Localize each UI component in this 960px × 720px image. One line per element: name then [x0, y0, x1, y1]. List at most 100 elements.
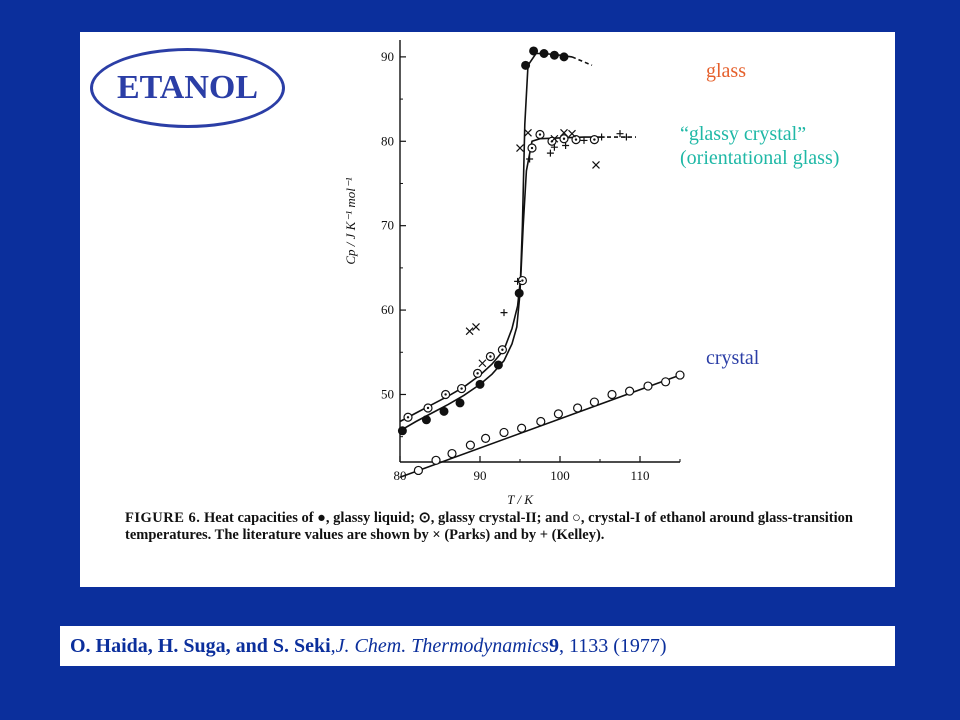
series-4-point — [526, 155, 534, 163]
point-dot — [562, 137, 566, 140]
series-1-point — [441, 389, 451, 400]
caption-text: Heat capacities of ●, glassy liquid; ⊙, … — [125, 510, 853, 543]
series-0-curve — [399, 52, 573, 432]
series-2-point — [573, 403, 583, 413]
series-2-point — [447, 448, 457, 459]
series-1-point — [559, 134, 569, 144]
x-axis-label: T / K — [507, 492, 534, 507]
series-2-point — [517, 423, 527, 433]
series-1-point — [485, 351, 495, 362]
x-tick-label: 80 — [394, 468, 407, 483]
series-3-point — [478, 359, 487, 368]
series-1-point — [403, 412, 413, 422]
series-0-point — [521, 60, 531, 70]
series-2-point — [499, 427, 509, 438]
y-axis-label: Cp / J K⁻¹ mol⁻¹ — [343, 177, 358, 264]
series-4-point — [598, 133, 606, 141]
series-1-point — [589, 134, 600, 145]
point-dot — [476, 372, 479, 375]
series-1-point — [423, 403, 433, 413]
citation-bar: O. Haida, H. Suga, and S. Seki, J. Chem.… — [60, 626, 895, 666]
series-1-point — [535, 129, 545, 140]
point-dot — [501, 348, 504, 351]
point-dot — [444, 393, 447, 396]
series-3-point — [516, 144, 524, 152]
citation-journal: J. Chem. Thermodynamics — [335, 634, 549, 657]
ethanol-label: ETANOL — [116, 69, 259, 106]
series-4-point — [514, 277, 522, 285]
series-4-point — [616, 130, 624, 138]
series-0-point — [514, 288, 524, 298]
series-1-point — [571, 134, 581, 145]
series-3-point — [465, 327, 474, 336]
series-2-point — [553, 409, 563, 419]
point-dot — [489, 355, 492, 358]
series-4-point — [580, 136, 588, 144]
series-1-point — [527, 143, 537, 153]
citation-sep: , — [330, 634, 336, 657]
series-0-point — [493, 360, 503, 370]
series-3-point — [592, 160, 600, 169]
series-1-point — [517, 275, 527, 286]
series-2-point — [607, 389, 617, 400]
x-tick-label: 90 — [474, 468, 487, 483]
series-0-point — [539, 49, 549, 59]
caption-lead: FIGURE 6. — [125, 510, 201, 526]
point-dot — [460, 387, 463, 390]
series-0-extension — [571, 56, 593, 67]
series-2-point — [481, 433, 491, 443]
ethanol-ellipse-label: ETANOL — [90, 48, 285, 128]
series-4-point — [546, 149, 554, 157]
crystal-annotation: crystal — [706, 347, 760, 369]
series-3-point — [524, 128, 532, 137]
point-dot — [574, 138, 578, 141]
series-0-point — [529, 46, 539, 56]
glassy-crystal-line2: (orientational glass) — [680, 147, 840, 169]
series-1-point — [457, 383, 467, 394]
point-dot — [593, 138, 596, 141]
series-4-point — [550, 143, 558, 151]
point-dot — [426, 406, 430, 410]
series-1-curve — [399, 136, 600, 423]
heat-capacity-chart: 50 60 70 80 90 80 90 100 110 T / K Cp / J K⁻¹ mol⁻… — [343, 40, 685, 507]
series-2-point — [660, 377, 671, 387]
series-3-point — [568, 129, 576, 138]
series-4-point — [562, 142, 570, 149]
series-0-point — [421, 415, 431, 425]
series-2-point — [431, 455, 441, 465]
series-2-point — [589, 397, 600, 407]
series-0-point — [397, 426, 407, 436]
citation-pages: , 1133 (1977) — [558, 634, 667, 657]
x-tick-label: 100 — [550, 468, 570, 483]
series-3-point — [560, 128, 568, 137]
glass-annotation: glass — [706, 60, 746, 82]
glassy-crystal-line1: “glassy crystal” — [680, 123, 807, 145]
series-0-point — [439, 406, 449, 416]
series-0-point — [559, 52, 569, 62]
series-0-point — [549, 50, 559, 60]
series-1-point — [473, 368, 483, 378]
citation-authors: O. Haida, H. Suga, and S. Seki — [70, 634, 331, 657]
series-2-point — [643, 381, 653, 391]
glassy-crystal-annotation: “glassy crystal” (orientational glass) — [680, 122, 839, 170]
series-0-point — [475, 379, 485, 389]
series-1-point — [497, 345, 507, 355]
series-3-point — [550, 134, 559, 143]
series-4-point — [622, 133, 630, 141]
y-tick-label: 90 — [381, 49, 394, 64]
point-dot — [538, 133, 542, 136]
citation-volume: 9 — [548, 634, 559, 657]
series-2-point — [675, 370, 685, 380]
point-dot — [521, 279, 524, 282]
series-0-point — [455, 398, 465, 408]
y-tick-label: 50 — [381, 386, 394, 401]
figure-panel: 50 60 70 80 90 80 90 100 110 T / K Cp / J K⁻¹ mol⁻… — [80, 32, 895, 587]
y-tick-label: 80 — [381, 133, 394, 148]
x-tick-label: 110 — [630, 468, 649, 483]
figure-caption: FIGURE 6. Heat capacities of ●, glassy l… — [125, 510, 895, 544]
series-4-point — [500, 309, 508, 317]
series-2-point — [465, 440, 475, 450]
point-dot — [530, 146, 534, 150]
y-tick-label: 70 — [381, 218, 394, 233]
series-3-point — [472, 323, 480, 331]
